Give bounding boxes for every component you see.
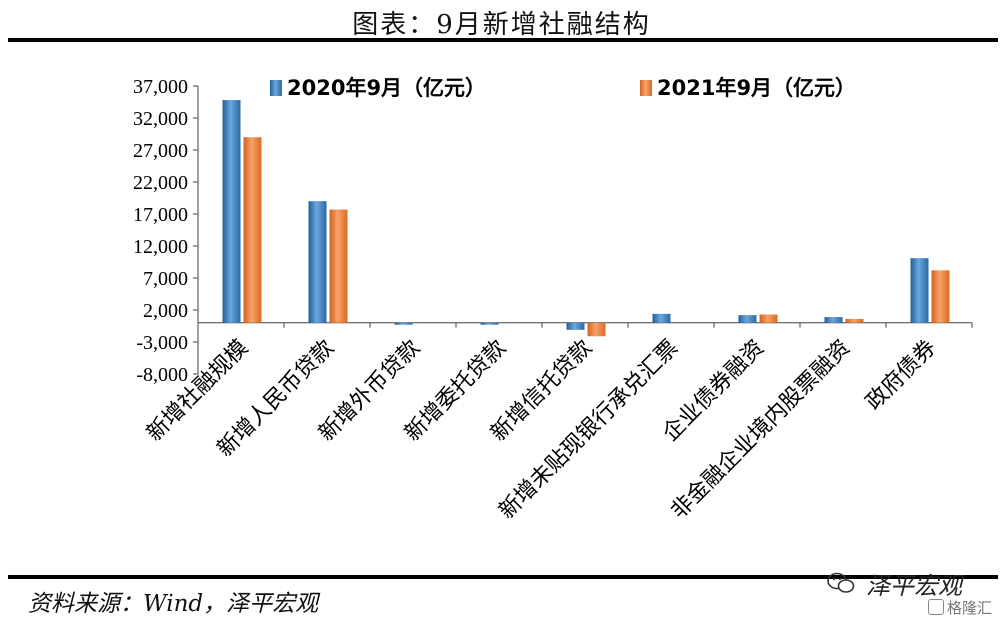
top-rule bbox=[8, 38, 998, 42]
bar-series2-8 bbox=[845, 318, 864, 323]
chart-title: 图表：9月新增社融结构 bbox=[352, 10, 651, 40]
gelonghui-icon bbox=[928, 599, 944, 615]
y-tick-label: 32,000 bbox=[133, 108, 188, 130]
bar-series2-2 bbox=[329, 209, 348, 323]
bar-series1-1 bbox=[222, 100, 241, 323]
bar-series2-9 bbox=[931, 270, 950, 323]
bar-series2-5 bbox=[587, 322, 606, 337]
watermark-gelonghui: 格隆汇 bbox=[928, 597, 992, 618]
y-tick-label: 2,000 bbox=[143, 300, 188, 322]
bar-series2-1 bbox=[243, 137, 262, 323]
bar-chart: 37,000 32,000 27,000 22,000 17,000 12,000 7,00… bbox=[133, 76, 973, 524]
bottom-rule bbox=[8, 575, 998, 579]
legend-label-1: 2020年9月（亿元） bbox=[287, 76, 486, 100]
y-tick-label: 37,000 bbox=[133, 76, 188, 98]
legend-swatch-1 bbox=[270, 80, 282, 96]
y-tick-label: -3,000 bbox=[136, 332, 188, 354]
bar-series1-4 bbox=[480, 322, 499, 325]
y-tick-label: 7,000 bbox=[143, 268, 188, 290]
bar-series1-6 bbox=[652, 313, 671, 323]
legend-swatch-2 bbox=[640, 80, 652, 96]
x-category-label: 新增未贴现银行承兑汇票 bbox=[494, 335, 683, 524]
x-category-label: 政府债券 bbox=[861, 335, 941, 415]
source-note: 资料来源：Wind，泽平宏观 bbox=[28, 591, 319, 617]
bar-series1-7 bbox=[738, 315, 757, 323]
bar-series2-7 bbox=[759, 314, 778, 323]
y-tick-label: 22,000 bbox=[133, 172, 188, 194]
bar-series1-3 bbox=[394, 322, 413, 325]
y-tick-label: 27,000 bbox=[133, 140, 188, 162]
legend-label-2: 2021年9月（亿元） bbox=[657, 76, 856, 100]
bar-series1-8 bbox=[824, 317, 843, 323]
wechat-icon bbox=[827, 572, 855, 593]
y-tick-label: -8,000 bbox=[136, 364, 188, 386]
y-tick-label: 12,000 bbox=[133, 236, 188, 258]
bar-series1-9 bbox=[910, 258, 929, 323]
bar-series1-2 bbox=[308, 201, 327, 323]
bar-series1-5 bbox=[566, 322, 585, 330]
x-category-label: 非金融企业境内股票融资 bbox=[666, 335, 855, 524]
watermark-text: 泽平宏观 bbox=[866, 572, 962, 600]
y-tick-label: 17,000 bbox=[133, 204, 188, 226]
